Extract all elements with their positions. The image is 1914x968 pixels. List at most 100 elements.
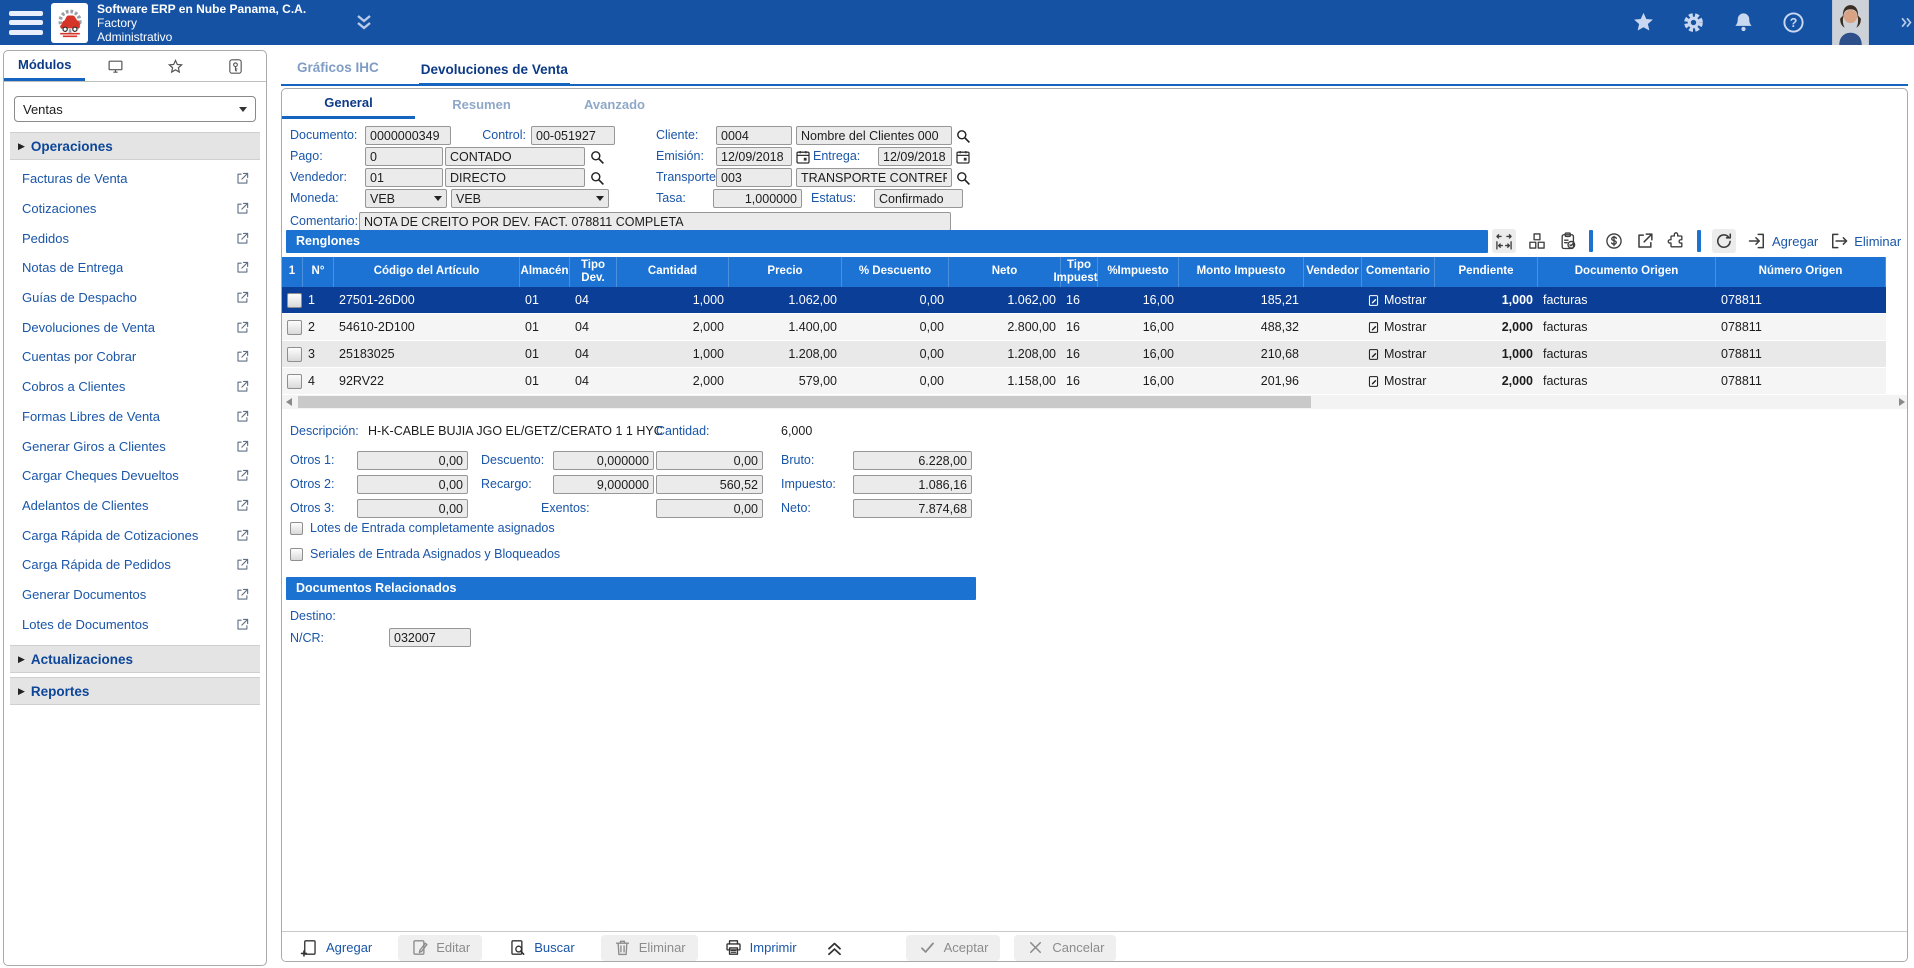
column-header[interactable]: Vendedor xyxy=(1304,257,1362,287)
chevrons-right-icon[interactable] xyxy=(1900,11,1914,34)
vendedor-name-input[interactable] xyxy=(445,168,585,187)
buscar-button[interactable]: Buscar xyxy=(496,935,586,961)
table-row[interactable]: 492RV2201042,000579,000,001.158,001616,0… xyxy=(282,368,1886,394)
descuento-monto-input[interactable] xyxy=(656,451,763,470)
hamburger-menu-icon[interactable] xyxy=(9,11,43,35)
column-header[interactable]: Código del Artículo xyxy=(334,257,520,287)
ncr-input[interactable] xyxy=(389,628,471,647)
fit-columns-button[interactable] xyxy=(1492,229,1516,253)
transporte-search-icon[interactable] xyxy=(954,168,972,187)
scroll-left-icon[interactable] xyxy=(286,398,292,406)
seriales-checkbox[interactable] xyxy=(290,548,303,561)
subtab-resumen[interactable]: Resumen xyxy=(415,89,548,119)
sidebar-item-pedidos[interactable]: Pedidos xyxy=(10,223,260,253)
table-row[interactable]: 32518302501041,0001.208,000,001.208,0016… xyxy=(282,341,1886,367)
transporte-name-input[interactable] xyxy=(796,168,952,187)
descuento-pct-input[interactable] xyxy=(553,451,654,470)
sidebar-item-lotes-de-documentos[interactable]: Lotes de Documentos xyxy=(10,609,260,639)
horizontal-scrollbar[interactable] xyxy=(282,395,1908,409)
recargo-pct-input[interactable] xyxy=(553,475,654,494)
pago-name-input[interactable] xyxy=(445,147,585,166)
column-header[interactable]: % Descuento xyxy=(842,257,949,287)
agregar-button[interactable]: Agregar xyxy=(288,935,384,961)
eliminar-button[interactable]: Eliminar xyxy=(601,935,698,961)
notifications-bell-icon[interactable] xyxy=(1732,11,1755,34)
sidebar-item-cuentas-por-cobrar[interactable]: Cuentas por Cobrar xyxy=(10,342,260,372)
row-checkbox[interactable] xyxy=(287,374,302,389)
sidebar-item-generar-giros-a-clientes[interactable]: Generar Giros a Clientes xyxy=(10,431,260,461)
documento-input[interactable] xyxy=(365,126,451,145)
lots-button[interactable] xyxy=(1527,231,1547,251)
sidebar-item-carga-rapida-de-cotizaciones[interactable]: Carga Rápida de Cotizaciones xyxy=(10,520,260,550)
help-icon[interactable]: ? xyxy=(1782,11,1805,34)
comentario-input[interactable] xyxy=(359,212,951,231)
tab-graficos-ihc[interactable]: Gráficos IHC xyxy=(295,60,381,84)
cliente-name-input[interactable] xyxy=(796,126,952,145)
column-header[interactable]: Número Origen xyxy=(1716,257,1886,287)
control-input[interactable] xyxy=(531,126,615,145)
otros2-input[interactable] xyxy=(357,475,468,494)
refresh-button[interactable] xyxy=(1712,229,1736,253)
sidebar-item-cargar-cheques-devueltos[interactable]: Cargar Cheques Devueltos xyxy=(10,461,260,491)
mostrar-link[interactable]: Mostrar xyxy=(1362,287,1435,313)
mostrar-link[interactable]: Mostrar xyxy=(1362,314,1435,340)
subtab-general[interactable]: General xyxy=(282,89,415,119)
transporte-code-input[interactable] xyxy=(716,168,792,187)
vendedor-code-input[interactable] xyxy=(365,168,443,187)
sidebar-item-guias-de-despacho[interactable]: Guías de Despacho xyxy=(10,283,260,313)
column-header[interactable]: Monto Impuesto xyxy=(1179,257,1304,287)
sidebar-item-carga-rapida-de-pedidos[interactable]: Carga Rápida de Pedidos xyxy=(10,550,260,580)
mostrar-link[interactable]: Mostrar xyxy=(1362,368,1435,394)
column-header[interactable]: Pendiente xyxy=(1435,257,1538,287)
chevrons-up-button[interactable] xyxy=(823,935,846,961)
pago-search-icon[interactable] xyxy=(588,147,606,166)
otros3-input[interactable] xyxy=(357,499,468,518)
user-avatar[interactable] xyxy=(1832,0,1869,45)
key-badge-icon[interactable] xyxy=(206,51,266,81)
emision-calendar-icon[interactable] xyxy=(794,147,812,166)
otros1-input[interactable] xyxy=(357,451,468,470)
bruto-input[interactable] xyxy=(853,451,972,470)
clipboard-check-button[interactable] xyxy=(1558,231,1578,251)
recargo-monto-input[interactable] xyxy=(656,475,763,494)
favorites-star-icon[interactable] xyxy=(1632,11,1655,34)
sidebar-item-formas-libres-de-venta[interactable]: Formas Libres de Venta xyxy=(10,402,260,432)
scroll-right-icon[interactable] xyxy=(1899,398,1905,406)
lotes-checkbox[interactable] xyxy=(290,522,303,535)
open-window-button[interactable] xyxy=(1635,231,1655,251)
entrega-input[interactable] xyxy=(878,147,952,166)
scrollbar-thumb[interactable] xyxy=(298,396,1311,408)
row-checkbox[interactable] xyxy=(287,347,302,362)
pago-code-input[interactable] xyxy=(365,147,443,166)
sidebar-item-notas-de-entrega[interactable]: Notas de Entrega xyxy=(10,253,260,283)
cliente-code-input[interactable] xyxy=(716,126,792,145)
sidebar-item-devoluciones-de-venta[interactable]: Devoluciones de Venta xyxy=(10,312,260,342)
column-header[interactable]: Tipo Impuesto xyxy=(1061,257,1098,287)
tab-modulos[interactable]: Módulos xyxy=(4,51,85,81)
agregar-renglon-button[interactable]: Agregar xyxy=(1747,231,1818,251)
sidebar-section-operaciones[interactable]: ▶ Operaciones xyxy=(10,132,260,160)
tab-devoluciones-de-venta[interactable]: Devoluciones de Venta xyxy=(419,62,570,86)
column-header[interactable]: Precio xyxy=(729,257,842,287)
sidebar-section-actualizaciones[interactable]: ▶ Actualizaciones xyxy=(10,645,260,673)
aceptar-button[interactable]: Aceptar xyxy=(906,935,1001,961)
column-header[interactable]: Documento Origen xyxy=(1538,257,1716,287)
sidebar-item-cotizaciones[interactable]: Cotizaciones xyxy=(10,194,260,224)
column-header[interactable]: %Impuesto xyxy=(1098,257,1179,287)
sidebar-item-cobros-a-clientes[interactable]: Cobros a Clientes xyxy=(10,372,260,402)
column-header[interactable]: Neto xyxy=(949,257,1061,287)
subtab-avanzado[interactable]: Avanzado xyxy=(548,89,681,119)
cliente-search-icon[interactable] xyxy=(954,126,972,145)
impuesto-input[interactable] xyxy=(853,475,972,494)
chevrons-down-icon[interactable] xyxy=(351,13,377,33)
plugin-button[interactable] xyxy=(1666,231,1686,251)
column-header[interactable]: N° xyxy=(303,257,334,287)
eliminar-renglon-button[interactable]: Eliminar xyxy=(1829,231,1901,251)
neto-input[interactable] xyxy=(853,499,972,518)
entrega-calendar-icon[interactable] xyxy=(954,147,972,166)
emision-input[interactable] xyxy=(716,147,792,166)
column-header[interactable]: Almacén xyxy=(520,257,570,287)
column-header[interactable]: Tipo Dev. xyxy=(570,257,617,287)
vendedor-search-icon[interactable] xyxy=(588,168,606,187)
sidebar-item-facturas-de-venta[interactable]: Facturas de Venta xyxy=(10,164,260,194)
